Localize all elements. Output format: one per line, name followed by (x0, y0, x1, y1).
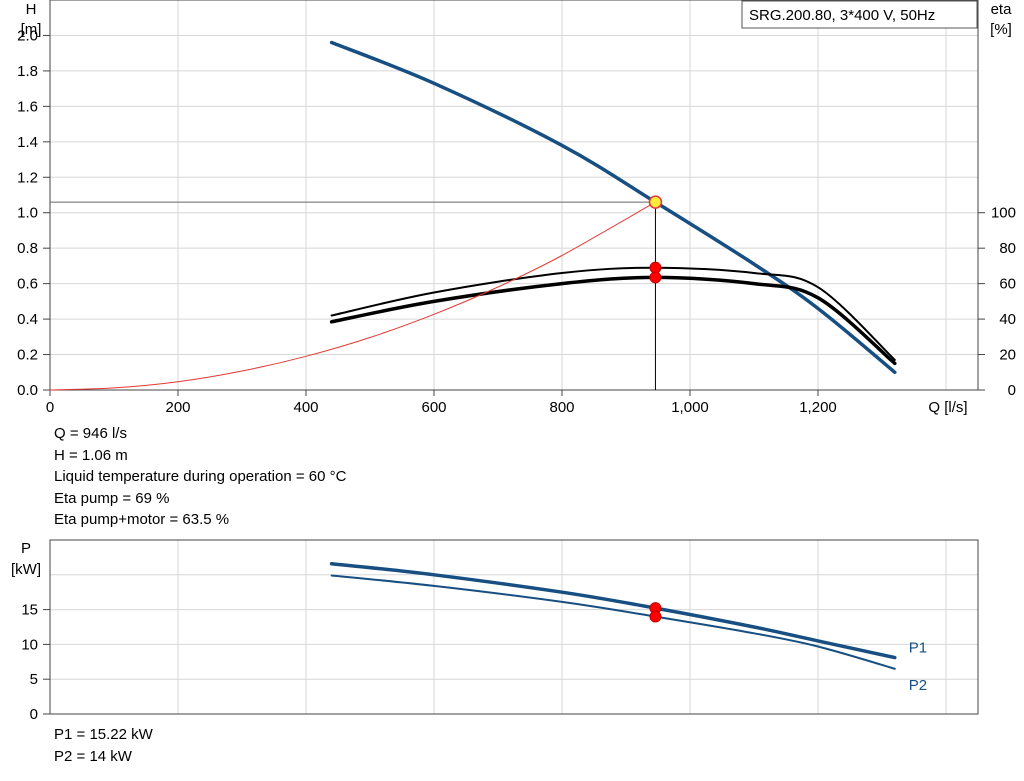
x-tick-label: 800 (549, 399, 574, 416)
readout-eta-pump: Eta pump = 69 % (54, 489, 170, 507)
power-y-tick-label: 15 (21, 602, 38, 619)
p2-curve (330, 574, 896, 670)
readout-p2: P2 = 14 kW (54, 747, 132, 765)
p1-series-label: P1 (909, 640, 927, 657)
bottom-tick-labels: 0 5 10 15 (21, 602, 50, 723)
readout-head: H = 1.06 m (54, 446, 128, 464)
x-tick-label: 1,000 (671, 399, 709, 416)
readout-p1: P1 = 15.22 kW (54, 726, 153, 743)
bottom-grid (50, 540, 978, 714)
duty-point-readout: Q = 946 l/s H = 1.06 m Liquid temperatur… (54, 423, 346, 531)
y-left-tick-label: 0.2 (17, 347, 38, 364)
readout-flow: Q = 946 l/s (54, 425, 127, 442)
bottom-markers (649, 602, 662, 623)
power-y-tick-label: 0 (30, 706, 38, 723)
y-right-tick-label: 0 (1008, 382, 1016, 399)
legend-box-frame (741, 0, 978, 29)
x-tick-label: 600 (421, 399, 446, 416)
x-tick-label: 1,200 (799, 399, 837, 416)
power-chart: P [kW] 0 5 10 15 P1 P2 (11, 539, 979, 723)
y-left-tick-label: 0.6 (17, 276, 38, 293)
y-left-tick-label: 1.8 (17, 63, 38, 80)
y-right-tick-label: 40 (999, 311, 1016, 328)
x-axis-label: Q [l/s] (928, 399, 967, 416)
duty-point-marker (648, 195, 663, 209)
y-left-tick-label: 0.0 (17, 382, 38, 399)
y-left-tick-label: 0.4 (17, 311, 38, 328)
top-tick-labels: 0.0 0.2 0.4 0.6 0.8 1.0 1.2 1.4 1.6 1.8 2.0 0 20 40 60… (17, 27, 1016, 416)
head-curve (329, 40, 897, 375)
readout-eta-total: Eta pump+motor = 63.5 % (54, 511, 230, 528)
y-left-tick-label: 1.4 (17, 134, 38, 151)
power-y-label-unit: [kW] (11, 561, 41, 578)
y-left-tick-label: 1.6 (17, 98, 38, 115)
y-left-tick-label: 1.2 (17, 169, 38, 186)
bottom-curves: P1 P2 (329, 561, 927, 694)
power-y-tick-label: 5 (30, 671, 38, 688)
top-grid (50, 0, 978, 390)
y-right-tick-label: 80 (999, 240, 1016, 257)
legend-box-text: SRG.200.80, 3*400 V, 50Hz (749, 7, 935, 24)
x-tick-label: 200 (165, 399, 190, 416)
p1-curve (329, 561, 897, 660)
y-right-tick-label: 100 (991, 205, 1016, 222)
p2-duty-point (649, 610, 662, 623)
top-markers (648, 195, 663, 284)
y-right-label-symbol: eta (991, 1, 1013, 18)
y-right-tick-label: 20 (999, 347, 1016, 364)
y-left-tick-label: 0.8 (17, 240, 38, 257)
y-left-label-symbol: H (26, 1, 37, 18)
p2-series-label: P2 (909, 677, 927, 694)
power-y-label-symbol: P (21, 540, 31, 557)
top-plot-frame (49, 0, 979, 391)
y-left-tick-label: 1.0 (17, 205, 38, 222)
x-tick-label: 0 (46, 399, 54, 416)
y-right-tick-label: 60 (999, 276, 1016, 293)
system-curve (49, 201, 656, 391)
readout-temperature: Liquid temperature during operation = 60… (54, 468, 347, 485)
eta-total-point (649, 271, 662, 284)
eta-total-curve (329, 275, 897, 366)
bottom-plot-frame (49, 539, 979, 715)
head-efficiency-chart: SRG.200.80, 3*400 V, 50Hz H [m] eta [%] … (17, 0, 1016, 416)
y-left-tick-label: 2.0 (17, 27, 38, 44)
power-y-tick-label: 10 (21, 636, 38, 653)
power-readout: P1 = 15.22 kW P2 = 14 kW (54, 724, 153, 767)
legend-box: SRG.200.80, 3*400 V, 50Hz (741, 0, 978, 29)
top-curves (49, 40, 897, 391)
y-left-label-unit: [m] (21, 21, 42, 38)
y-right-label-unit: [%] (990, 21, 1012, 38)
eta-pump-curve (330, 266, 896, 361)
x-tick-label: 400 (293, 399, 318, 416)
